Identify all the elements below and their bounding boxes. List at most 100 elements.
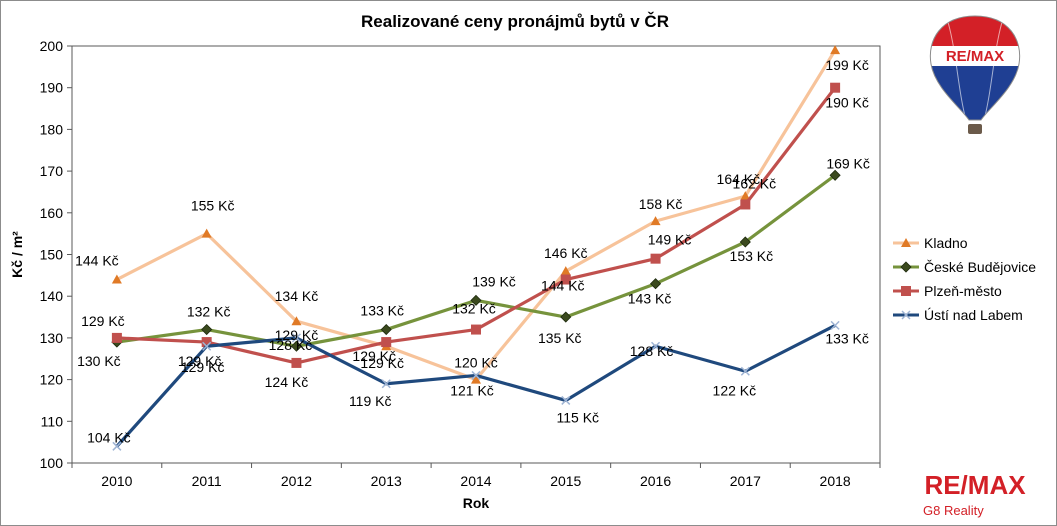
y-tick-label: 200: [40, 38, 64, 54]
y-axis-label: Kč / m²: [9, 231, 25, 278]
data-label: 190 Kč: [825, 95, 869, 111]
data-label: 134 Kč: [275, 288, 319, 304]
y-tick-label: 140: [40, 288, 64, 304]
data-labels-layer: 144 Kč 155 Kč 134 Kč 129 Kč 120 Kč 146 Kč 158 …: [75, 57, 870, 445]
data-point: [471, 374, 481, 384]
series-layer: [111, 45, 841, 451]
series-2: [111, 82, 841, 368]
y-tick-label: 100: [40, 455, 64, 471]
data-label: 115 Kč: [557, 409, 600, 425]
chart-title: Realizované ceny pronájmů bytů v ČR: [361, 12, 669, 31]
data-point: [470, 294, 482, 306]
data-label: 129 Kč: [178, 353, 222, 369]
legend: Kladno České Budějovice Plzeň-město Ústí na…: [893, 235, 1036, 323]
data-label: 119 Kč: [349, 393, 392, 409]
remax-office-name: G8 Reality: [923, 503, 984, 518]
x-axis-ticks: 2010 2011 2012 2013 2014 2015 2016 2017 2018: [71, 463, 881, 489]
data-label: 120 Kč: [454, 355, 498, 371]
legend-label: Plzeň-město: [924, 283, 1002, 299]
x-tick-label: 2017: [730, 473, 761, 489]
data-point: [561, 395, 571, 405]
data-point: [560, 274, 571, 285]
data-label: 153 Kč: [730, 248, 774, 264]
data-label: 146 Kč: [544, 245, 588, 261]
data-point: [201, 323, 213, 336]
x-tick-label: 2013: [371, 473, 402, 489]
data-label: 164 Kč: [717, 171, 761, 187]
data-label: 199 Kč: [825, 57, 869, 73]
legend-label: Kladno: [924, 235, 968, 251]
balloon-brand-text: RE/MAX: [946, 48, 1004, 65]
data-label: 130 Kč: [77, 353, 121, 369]
y-tick-label: 170: [40, 163, 64, 179]
data-point: [560, 311, 572, 323]
data-point: [291, 357, 302, 368]
data-point: [291, 333, 301, 343]
remax-wordmark: RE/MAX: [924, 470, 1026, 500]
data-label: 129 Kč: [81, 313, 125, 329]
data-label: 124 Kč: [265, 374, 309, 390]
legend-label: Ústí nad Labem: [924, 307, 1023, 323]
data-point: [830, 320, 840, 330]
data-label: 169 Kč: [826, 155, 870, 171]
data-label: 128 Kč: [269, 337, 313, 353]
data-point: [381, 379, 391, 389]
data-label: 129 Kč: [360, 355, 404, 371]
x-axis-label: Rok: [463, 495, 490, 511]
data-point: [381, 337, 392, 348]
data-label: 128 Kč: [630, 343, 674, 359]
x-tick-label: 2010: [101, 473, 132, 489]
data-point: [739, 236, 751, 248]
data-label: 129 Kč: [275, 327, 319, 343]
legend-marker: [901, 286, 911, 296]
data-point: [201, 337, 212, 348]
data-point: [740, 191, 751, 201]
data-label: 129 Kč: [352, 348, 396, 364]
data-point: [650, 216, 661, 226]
data-label: 122 Kč: [713, 382, 757, 398]
data-label: 162 Kč: [733, 175, 777, 191]
data-label: 129 Kč: [181, 359, 225, 375]
y-tick-label: 130: [40, 330, 64, 346]
data-label: 144 Kč: [541, 278, 585, 294]
x-tick-label: 2012: [281, 473, 312, 489]
data-point: [202, 341, 212, 351]
x-tick-label: 2018: [820, 473, 851, 489]
data-point: [471, 324, 481, 335]
data-point: [649, 278, 662, 290]
data-point: [290, 340, 303, 352]
series-3: [112, 320, 840, 451]
data-label: 143 Kč: [628, 291, 672, 307]
y-tick-label: 110: [41, 413, 64, 429]
x-tick-label: 2016: [640, 473, 671, 489]
data-point: [111, 332, 122, 343]
y-tick-label: 150: [40, 247, 64, 263]
data-label: 155 Kč: [191, 198, 235, 214]
x-tick-label: 2015: [550, 473, 581, 489]
data-label: 135 Kč: [538, 330, 582, 346]
data-point: [380, 323, 392, 336]
data-label: 121 Kč: [450, 382, 494, 398]
legend-marker: [901, 310, 911, 320]
data-point: [830, 45, 841, 55]
y-tick-label: 120: [40, 372, 64, 388]
data-label: 158 Kč: [639, 196, 683, 212]
y-tick-label: 180: [40, 121, 64, 137]
x-tick-label: 2011: [192, 473, 222, 489]
data-point: [829, 169, 841, 181]
data-label: 139 Kč: [472, 273, 516, 289]
data-label: 104 Kč: [87, 429, 131, 445]
data-point: [830, 82, 841, 93]
data-label: 132 Kč: [187, 304, 231, 320]
data-point: [651, 341, 661, 351]
series-1: [111, 169, 841, 352]
data-label: 144 Kč: [75, 253, 119, 269]
legend-marker: [900, 261, 912, 273]
legend-label: České Budějovice: [924, 259, 1036, 275]
legend-marker: [901, 238, 911, 247]
data-label: 149 Kč: [648, 232, 692, 248]
data-point: [650, 253, 661, 264]
